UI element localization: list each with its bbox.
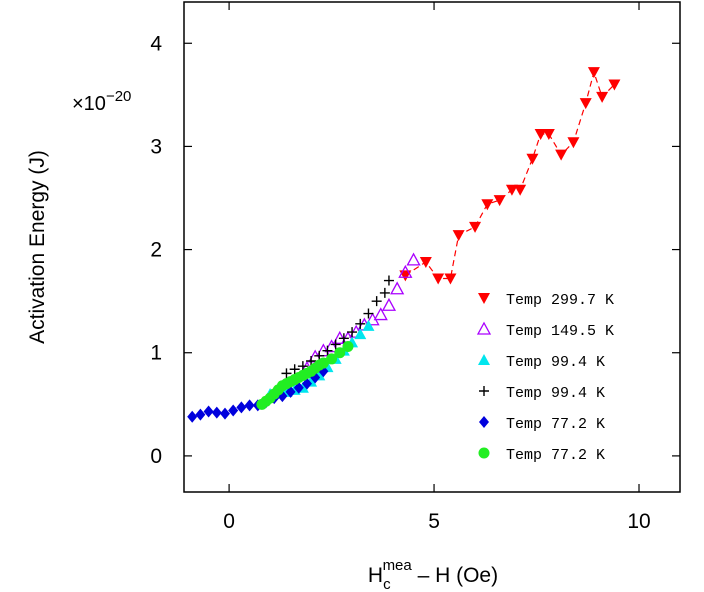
legend-diamond-marker [479,416,489,428]
plus-marker [347,327,358,338]
legend-label: Temp 77.2 K [506,416,605,433]
triangle-down-marker [587,67,600,79]
legend-item: Temp 99.4 K [479,385,605,402]
plus-marker [297,361,308,372]
legend-plus-marker [479,386,489,396]
triangle-up-marker [354,328,367,340]
plus-marker [363,308,374,319]
open-triangle-marker [398,264,413,278]
x-tick-label: 5 [428,510,440,533]
triangle-down-marker [555,149,568,161]
open-triangle-marker [406,252,421,266]
diamond-marker [236,401,247,414]
triangle-down-marker [534,129,547,141]
y-tick-label: 3 [150,135,162,158]
triangle-up-marker [362,319,375,331]
legend-label: Temp 149.5 K [506,323,614,340]
y-tick-label: 4 [150,32,162,55]
diamond-marker [211,406,222,419]
legend-circle-marker [478,447,490,459]
triangle-down-marker [567,137,580,149]
legend-item: Temp 99.4 K [478,354,605,371]
x-axis-label: Hcmea – H (Oe) [368,557,498,592]
plus-marker [306,355,317,366]
y-tick-label: 0 [150,445,162,468]
x-axis-ticks: 0 5 10 [223,2,651,533]
triangle-down-marker [542,129,555,141]
diamond-marker [228,404,239,417]
triangle-down-marker [444,273,457,285]
diamond-marker [187,410,198,423]
legend-triangle-up-marker [478,354,490,365]
triangle-down-marker [505,184,518,196]
diamond-marker [244,399,255,412]
y-tick-label: 2 [150,239,162,262]
legend-item: Temp 77.2 K [478,447,605,464]
y-multiplier: ×10−20 [72,88,131,115]
plus-marker [314,350,325,361]
plus-marker [355,318,366,329]
triangle-down-marker [579,98,592,110]
triangle-down-marker [526,153,539,165]
triangle-down-marker [514,184,527,196]
plus-marker [383,275,394,286]
plus-marker [330,339,341,350]
plus-marker [379,287,390,298]
triangle-down-marker [481,199,494,211]
triangle-down-marker [419,256,432,268]
open-triangle-marker [324,339,339,353]
legend-item: Temp 299.7 K [478,292,614,309]
triangle-down-marker [432,273,445,285]
y-axis-ticks: 0 1 2 3 4 [150,32,680,468]
diamond-marker [219,407,230,420]
plus-marker [322,345,333,356]
y-tick-label: 1 [150,342,162,365]
circle-marker [326,353,338,365]
circle-marker [334,347,346,359]
triangle-down-marker [452,230,465,242]
plus-marker [281,368,292,379]
triangle-down-marker [596,91,609,103]
plus-marker [338,333,349,344]
legend: Temp 299.7 K Temp 149.5 K Temp 99.4 K Temp … [476,292,614,464]
legend-label: Temp 77.2 K [506,447,605,464]
triangle-down-marker [469,221,482,233]
open-triangle-marker [373,307,388,321]
plot-frame [183,1,681,493]
x-tick-label: 10 [627,510,650,533]
legend-triangle-down-marker [478,293,490,304]
triangle-down-marker [493,195,506,207]
triangle-down-marker [608,79,621,91]
legend-label: Temp 99.4 K [506,385,605,402]
open-triangle-marker [381,297,397,311]
legend-label: Temp 99.4 K [506,354,605,371]
legend-item: Temp 77.2 K [479,416,605,433]
legend-open-triangle-marker [476,321,492,335]
data-series-layer [187,67,621,423]
diamond-marker [203,405,214,418]
series-4 [281,275,394,379]
circle-marker [342,341,354,353]
open-triangle-marker [390,281,405,295]
x-tick-label: 0 [223,510,235,533]
circle-marker [317,357,329,369]
diamond-marker [195,408,206,421]
legend-label: Temp 299.7 K [506,292,614,309]
plus-marker [289,364,300,375]
legend-item: Temp 149.5 K [476,321,614,340]
series-6 [256,341,354,410]
plus-marker [371,296,382,307]
y-axis-label: Activation Energy (J) [26,150,49,344]
